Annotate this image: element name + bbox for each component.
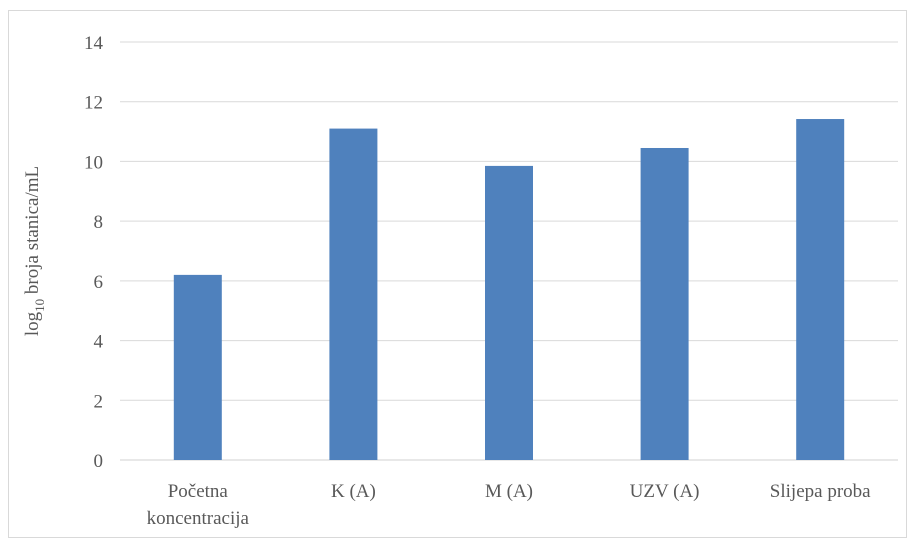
chart-frame	[8, 10, 907, 538]
x-category-labels: Početna koncentracija K (A) M (A) UZV (A) Sli…	[147, 481, 872, 529]
bar	[485, 165, 533, 460]
y-tick-label: 8	[94, 212, 104, 233]
bars	[173, 119, 845, 461]
y-tick-label: 12	[84, 93, 103, 114]
x-category-label: UZV (A)	[630, 481, 700, 502]
x-category-label: Početna	[168, 481, 229, 502]
x-category-label: koncentracija	[147, 508, 250, 529]
y-tick-label: 10	[84, 152, 103, 173]
y-axis-title: log10 broja stanica/mL	[22, 166, 47, 336]
x-category-label: M (A)	[485, 481, 533, 502]
bar	[796, 119, 845, 460]
y-tick-label: 6	[94, 272, 104, 293]
y-axis-title-prefix: log	[22, 311, 43, 336]
y-tick-label: 4	[94, 332, 104, 353]
y-tick-label: 0	[94, 451, 104, 472]
y-tick-label: 14	[84, 33, 104, 54]
y-axis-title-suffix: broja stanica/mL	[22, 166, 43, 299]
x-category-label: Slijepa proba	[770, 481, 871, 502]
bar	[173, 274, 222, 460]
bar	[329, 128, 378, 461]
y-axis-title-subscript: 10	[32, 299, 47, 312]
bar	[640, 147, 689, 460]
y-tick-label: 2	[94, 391, 104, 412]
x-category-label: K (A)	[331, 481, 376, 502]
y-tick-labels: 0 2 4 6 8 10 12 14	[84, 33, 104, 472]
